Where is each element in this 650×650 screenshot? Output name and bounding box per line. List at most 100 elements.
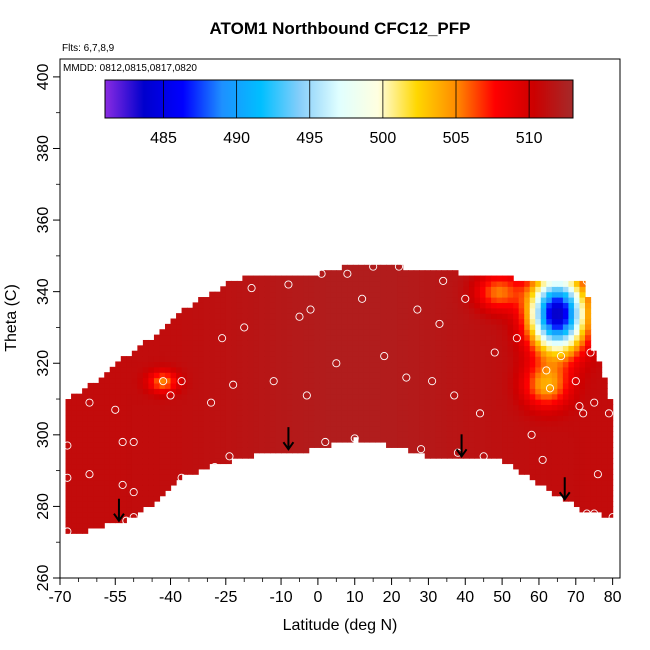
field-cell	[352, 323, 360, 330]
field-cell	[65, 436, 72, 443]
field-cell	[170, 463, 177, 470]
field-cell	[325, 286, 332, 293]
field-cell	[104, 490, 111, 497]
field-cell	[352, 275, 360, 282]
field-cell	[181, 393, 188, 400]
field-cell	[430, 431, 437, 438]
field-cell	[507, 431, 514, 438]
field-cell	[369, 361, 376, 368]
field-cell	[148, 356, 155, 363]
field-cell	[220, 388, 227, 395]
field-cell	[187, 339, 194, 346]
field-cell	[380, 404, 387, 411]
field-cell	[590, 431, 597, 438]
field-cell	[76, 511, 83, 518]
field-cell	[93, 495, 100, 502]
field-cell	[170, 436, 177, 443]
sample-point	[332, 359, 341, 368]
field-cell	[203, 388, 210, 395]
field-cell	[341, 436, 348, 443]
field-cell	[485, 297, 492, 303]
field-cell	[424, 431, 431, 438]
field-cell	[391, 441, 398, 448]
field-cell	[358, 329, 365, 336]
field-cell	[491, 291, 498, 298]
field-cell	[397, 318, 404, 325]
field-cell	[275, 291, 282, 298]
field-cell	[176, 420, 183, 427]
field-cell	[292, 329, 299, 336]
field-cell	[491, 441, 498, 448]
field-cell	[468, 404, 476, 411]
field-cell	[325, 275, 332, 282]
field-cell	[231, 297, 238, 303]
field-cell	[369, 318, 376, 325]
field-cell	[551, 313, 558, 320]
field-cell	[507, 339, 514, 346]
field-cell	[468, 329, 476, 336]
field-cell	[198, 302, 205, 309]
field-cell	[413, 329, 420, 336]
field-cell	[142, 345, 150, 352]
field-cell	[187, 452, 194, 459]
field-cell	[109, 415, 116, 422]
field-cell	[529, 339, 536, 346]
field-cell	[325, 339, 332, 346]
field-cell	[408, 377, 415, 384]
field-cell	[596, 501, 603, 508]
field-cell	[413, 404, 420, 411]
field-cell	[452, 280, 459, 287]
field-cell	[474, 436, 481, 443]
field-cell	[286, 280, 293, 287]
field-cell	[93, 468, 100, 475]
field-cell	[131, 420, 138, 427]
field-cell	[457, 372, 465, 379]
field-cell	[203, 297, 210, 303]
field-cell	[585, 318, 592, 325]
field-cell	[585, 307, 592, 314]
field-cell	[568, 452, 575, 459]
field-cell	[491, 286, 498, 293]
field-cell	[314, 350, 321, 357]
field-cell	[474, 415, 481, 422]
field-cell	[209, 361, 216, 368]
sample-point	[479, 452, 488, 461]
field-cell	[551, 339, 558, 346]
field-cell	[120, 490, 127, 497]
field-cell	[82, 420, 89, 427]
y-tick-label: 360	[35, 207, 52, 234]
field-cell	[214, 291, 221, 298]
field-cell	[336, 339, 343, 346]
field-cell	[363, 382, 371, 389]
field-cell	[557, 468, 564, 475]
field-cell	[176, 361, 183, 368]
field-cell	[452, 372, 459, 379]
field-cell	[347, 366, 354, 373]
field-cell	[137, 372, 144, 379]
field-cell	[308, 291, 315, 298]
field-cell	[573, 280, 581, 287]
field-cell	[352, 404, 360, 411]
field-cell	[115, 436, 122, 443]
field-cell	[524, 441, 531, 448]
field-cell	[579, 420, 586, 427]
field-cell	[529, 393, 536, 400]
field-cell	[281, 441, 288, 448]
field-cell	[71, 479, 78, 486]
field-cell	[496, 361, 503, 368]
field-cell	[159, 388, 166, 395]
field-cell	[126, 495, 133, 502]
field-cell	[170, 361, 177, 368]
field-cell	[148, 366, 155, 373]
field-cell	[419, 356, 426, 363]
field-cell	[568, 377, 575, 384]
field-cell	[71, 484, 78, 491]
field-cell	[607, 463, 614, 470]
field-cell	[380, 297, 387, 303]
field-cell	[258, 361, 266, 368]
field-cell	[518, 441, 525, 448]
field-cell	[347, 264, 354, 271]
field-cell	[408, 334, 415, 341]
field-cell	[297, 425, 304, 432]
field-cell	[303, 382, 310, 389]
